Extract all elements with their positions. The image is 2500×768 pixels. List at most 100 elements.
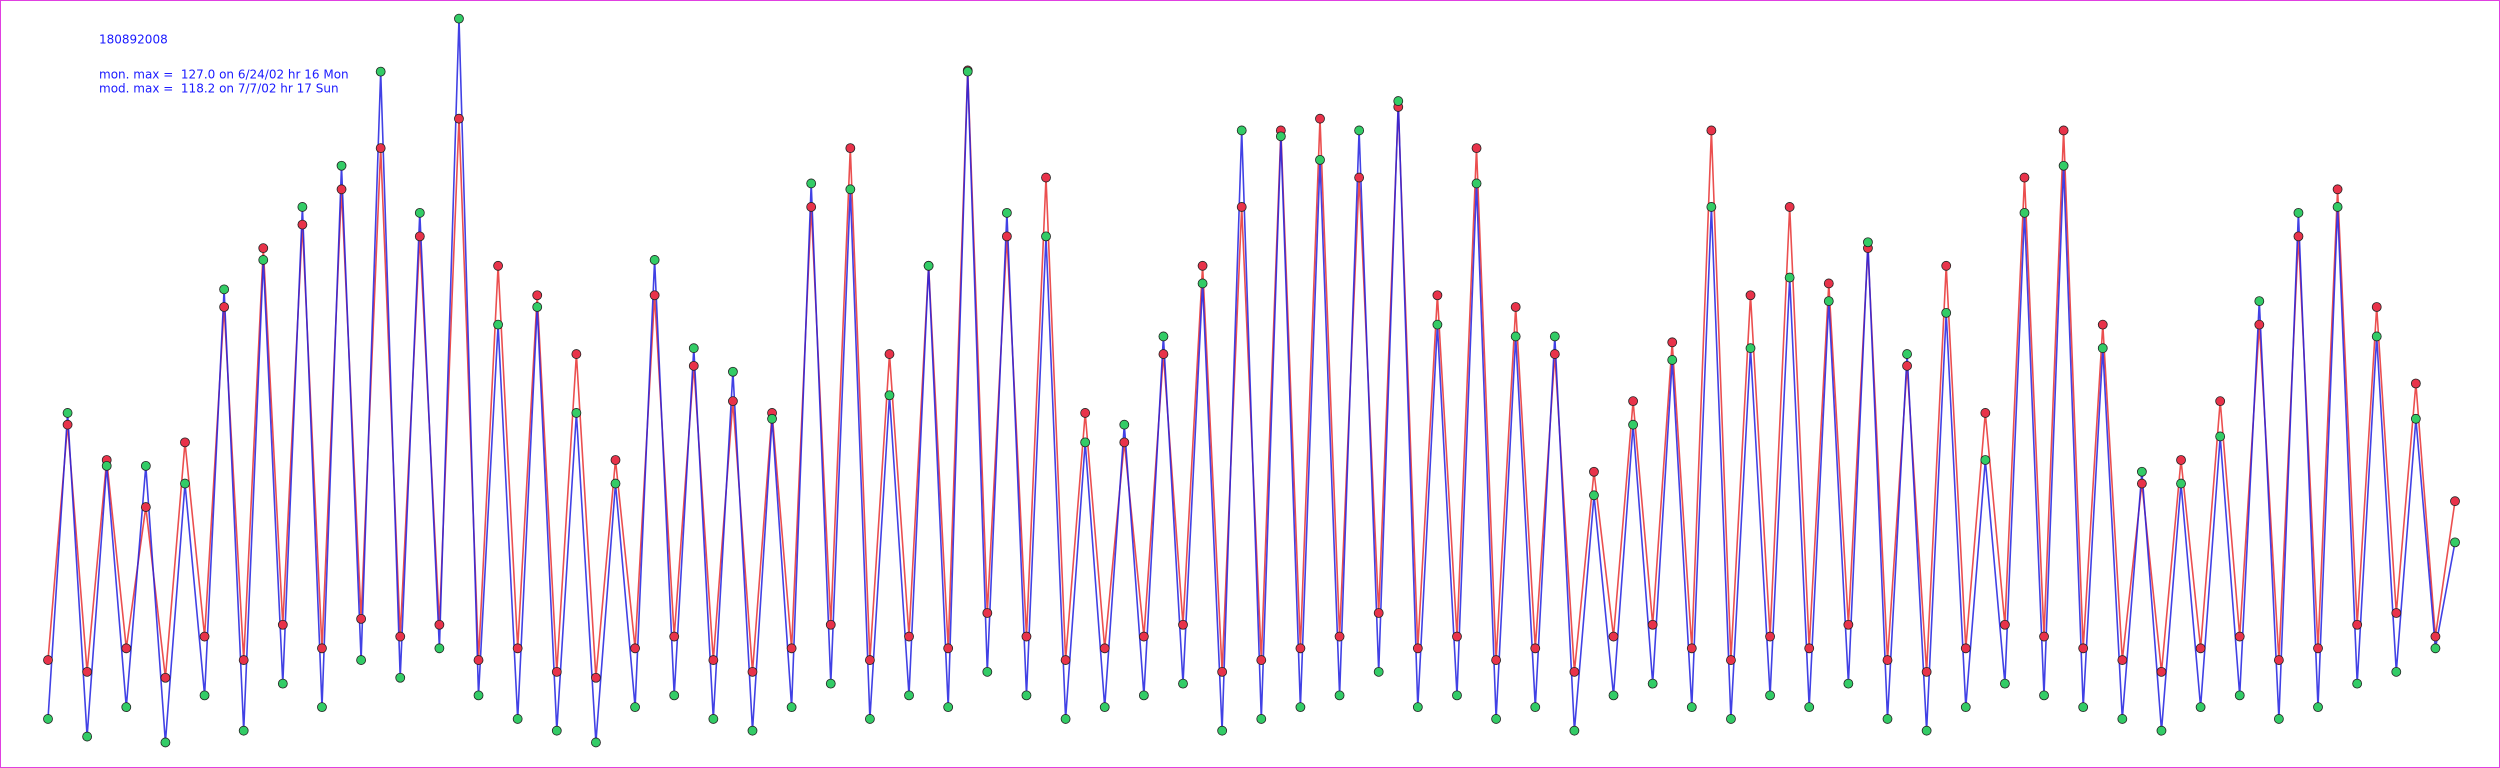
data-point <box>884 390 895 401</box>
data-point <box>121 643 132 654</box>
data-point <box>728 366 738 377</box>
data-point <box>865 655 875 665</box>
data-point <box>1197 278 1208 289</box>
data-point <box>688 343 699 354</box>
data-point <box>884 349 895 359</box>
data-point <box>767 413 777 424</box>
data-point <box>2450 496 2460 507</box>
data-point <box>414 207 425 218</box>
data-point <box>747 666 758 677</box>
data-point <box>591 672 601 683</box>
data-point <box>2058 125 2069 136</box>
data-point <box>1882 714 1893 724</box>
data-point <box>140 460 151 471</box>
data-point <box>1549 331 1560 342</box>
data-point <box>1412 643 1423 654</box>
data-point <box>1549 349 1560 359</box>
data-point <box>2352 678 2363 689</box>
data-point <box>2176 455 2186 465</box>
annotation: mod. max = 118.2 on 7/7/02 hr 17 Sun <box>99 82 339 96</box>
data-point <box>2195 643 2206 654</box>
data-point <box>1452 631 1462 642</box>
data-point <box>1960 702 1971 713</box>
data-point <box>454 113 464 124</box>
data-point <box>747 725 758 736</box>
data-point <box>2136 466 2147 477</box>
data-point <box>1608 690 1619 701</box>
data-point <box>473 690 484 701</box>
data-point <box>317 702 327 713</box>
data-point <box>669 631 680 642</box>
data-point <box>610 478 621 489</box>
data-point <box>630 643 640 654</box>
data-point <box>1745 290 1756 301</box>
data-point <box>1589 466 1599 477</box>
data-point <box>1647 619 1658 630</box>
data-point <box>1823 296 1834 307</box>
data-point <box>375 66 386 77</box>
data-point <box>1334 690 1345 701</box>
data-point <box>1921 725 1932 736</box>
data-point <box>2254 319 2265 330</box>
data-point <box>982 608 993 618</box>
data-point <box>1980 455 1991 465</box>
data-point <box>1608 631 1619 642</box>
data-point <box>1236 125 1247 136</box>
data-point <box>1138 631 1149 642</box>
data-point <box>1882 655 1893 665</box>
data-point <box>62 419 73 430</box>
data-point <box>2176 478 2186 489</box>
data-point <box>2430 643 2441 654</box>
data-point <box>825 678 836 689</box>
data-point <box>571 349 582 359</box>
data-point <box>1256 714 1267 724</box>
data-point <box>1784 272 1795 283</box>
data-point <box>2215 431 2226 442</box>
data-point <box>1060 655 1071 665</box>
data-point <box>2371 331 2382 342</box>
data-point <box>1119 419 1130 430</box>
data-point <box>473 655 484 665</box>
data-point <box>258 255 269 265</box>
data-point <box>2352 619 2363 630</box>
data-point <box>160 737 171 748</box>
data-point <box>630 702 640 713</box>
data-point <box>238 655 249 665</box>
data-point <box>904 631 914 642</box>
data-point <box>2000 678 2010 689</box>
data-point <box>375 143 386 154</box>
data-point <box>1178 678 1188 689</box>
data-point <box>199 631 210 642</box>
data-point <box>2391 666 2402 677</box>
data-point <box>2234 690 2245 701</box>
data-point <box>2332 184 2343 195</box>
data-point <box>1628 419 1638 430</box>
data-point <box>923 260 934 271</box>
data-point <box>2019 207 2030 218</box>
data-point <box>395 631 406 642</box>
data-point <box>2293 207 2304 218</box>
data-point <box>336 184 347 195</box>
data-point <box>82 666 93 677</box>
data-point <box>1373 666 1384 677</box>
data-point <box>1843 619 1854 630</box>
data-point <box>1099 643 1110 654</box>
data-point <box>1686 643 1697 654</box>
data-point <box>708 714 719 724</box>
data-point <box>2410 378 2421 389</box>
data-point <box>2332 202 2343 212</box>
data-point <box>434 619 445 630</box>
data-point <box>356 613 367 624</box>
data-point <box>591 737 601 748</box>
data-point <box>2410 413 2421 424</box>
data-point <box>1432 319 1443 330</box>
data-point <box>2293 231 2304 242</box>
data-point <box>786 702 797 713</box>
data-point <box>317 643 327 654</box>
series-line <box>47 18 2456 743</box>
data-point <box>277 619 288 630</box>
data-point <box>806 178 817 189</box>
data-point <box>1236 202 1247 212</box>
data-point <box>551 725 562 736</box>
